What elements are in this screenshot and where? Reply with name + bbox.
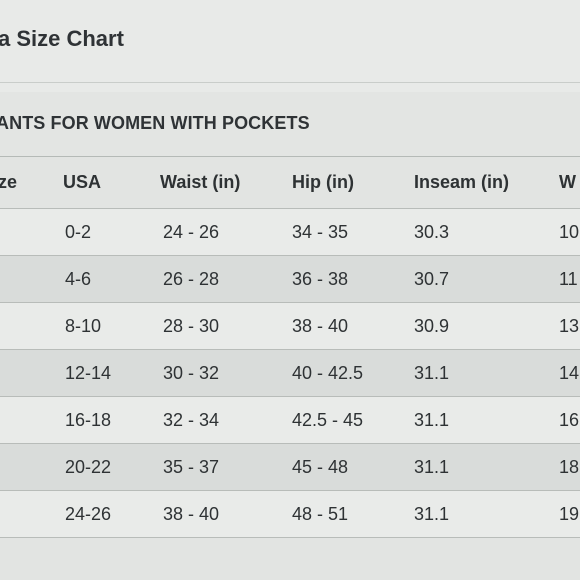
title-bar [0, 0, 580, 83]
cell-usa: 16-18 [65, 409, 112, 430]
cell-hip: 40 - 42.5 [292, 362, 364, 383]
cell-weight: 13 [559, 315, 580, 336]
table-row: 0-2 24 - 26 34 - 35 30.3 10 [0, 209, 580, 256]
page-title: a Size Chart [0, 26, 124, 51]
table-row: 4-6 26 - 28 36 - 38 30.7 11 [0, 256, 580, 303]
size-table: ze USA Waist (in) Hip (in) Inseam (in) W… [0, 156, 580, 580]
cell-waist: 26 - 28 [163, 268, 220, 289]
table-row: 24-26 38 - 40 48 - 51 31.1 19 [0, 491, 580, 538]
cell-inseam: 30.7 [414, 268, 450, 289]
table-row: 16-18 32 - 34 42.5 - 45 31.1 16 [0, 397, 580, 444]
cell-hip: 34 - 35 [292, 221, 349, 242]
cell-waist: 38 - 40 [163, 503, 220, 524]
table-row: 20-22 35 - 37 45 - 48 31.1 18 [0, 444, 580, 491]
cell-inseam: 31.1 [414, 456, 450, 477]
cell-waist: 32 - 34 [163, 409, 220, 430]
table-row: 8-10 28 - 30 38 - 40 30.9 13 [0, 303, 580, 350]
cell-hip: 36 - 38 [292, 268, 349, 289]
table-row: 12-14 30 - 32 40 - 42.5 31.1 14 [0, 350, 580, 397]
cell-hip: 45 - 48 [292, 456, 349, 477]
header-inseam: Inseam (in) [414, 172, 510, 192]
cell-usa: 12-14 [65, 362, 112, 383]
cell-hip: 42.5 - 45 [292, 409, 364, 430]
cell-weight: 10 [559, 221, 580, 242]
cell-waist: 28 - 30 [163, 315, 220, 336]
header-waist: Waist (in) [160, 172, 241, 192]
cell-usa: 8-10 [65, 315, 102, 336]
cell-waist: 30 - 32 [163, 362, 220, 383]
cell-weight: 11 [559, 268, 578, 289]
cell-waist: 35 - 37 [163, 456, 220, 477]
cell-inseam: 31.1 [414, 409, 450, 430]
cell-inseam: 31.1 [414, 503, 450, 524]
cell-inseam: 30.9 [414, 315, 450, 336]
header-weight: W [559, 172, 576, 192]
section-header-bar [0, 92, 580, 156]
cell-weight: 19 [559, 503, 580, 524]
table-header-row: ze USA Waist (in) Hip (in) Inseam (in) W [0, 157, 580, 209]
cell-inseam: 30.3 [414, 221, 450, 242]
section-title: ANTS FOR WOMEN WITH POCKETS [0, 113, 310, 133]
cell-weight: 16 [559, 409, 580, 430]
header-size: ze [0, 172, 18, 192]
cell-hip: 38 - 40 [292, 315, 349, 336]
cell-usa: 4-6 [65, 268, 92, 289]
cell-weight: 18 [559, 456, 580, 477]
cell-usa: 20-22 [65, 456, 112, 477]
header-usa: USA [63, 172, 102, 192]
cell-usa: 0-2 [65, 221, 92, 242]
cell-weight: 14 [559, 362, 580, 383]
cell-waist: 24 - 26 [163, 221, 220, 242]
cell-inseam: 31.1 [414, 362, 450, 383]
cell-usa: 24-26 [65, 503, 112, 524]
cell-hip: 48 - 51 [292, 503, 349, 524]
header-hip: Hip (in) [292, 172, 354, 192]
